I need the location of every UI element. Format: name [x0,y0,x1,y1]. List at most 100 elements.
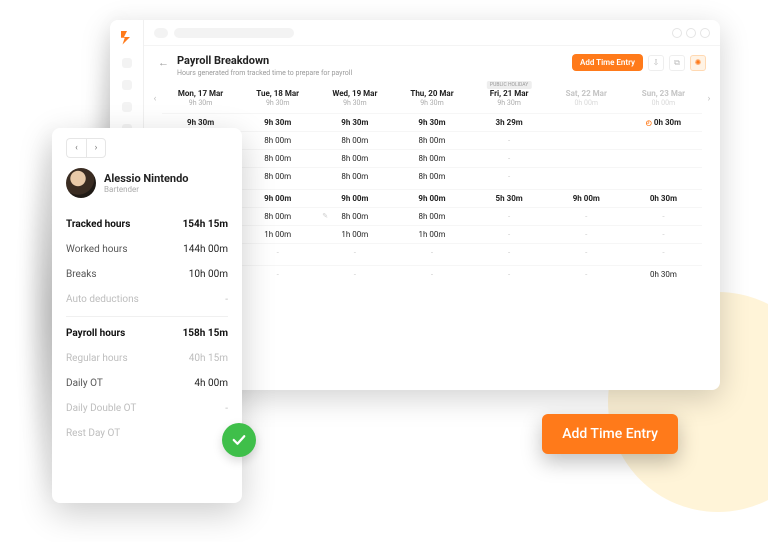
grid-cell[interactable]: 9h 00m [393,190,470,207]
day-subtotal: 0h 00m [625,99,702,107]
grid-row: ------0h 30m [162,265,702,283]
avatar [66,168,96,198]
grid-cell[interactable]: 8h 00m [239,132,316,149]
grid-cell[interactable]: 8h 00m [316,168,393,185]
add-time-entry-button[interactable]: Add Time Entry [572,54,643,71]
nav-placeholder-icon[interactable] [122,58,132,68]
stat-value: 154h 15m [183,219,228,230]
day-column[interactable]: Mon, 17 Mar9h 30m [162,85,239,113]
window-control-icon[interactable] [686,28,696,38]
grid-cell[interactable] [625,150,702,167]
stat-key: Worked hours [66,244,127,255]
topbar-placeholder [174,28,294,38]
stat-key: Rest Day OT [66,428,120,439]
grid-cell[interactable]: 9h 00m [316,190,393,207]
approved-check-icon [222,423,256,457]
grid-cell[interactable]: - [471,150,548,167]
grid-cell[interactable]: - [393,244,470,261]
grid-cell[interactable]: 8h 00m [393,208,470,225]
prev-employee-icon[interactable]: ‹ [66,138,86,158]
stat-row: Breaks10h 00m [66,262,228,287]
grid-cell[interactable]: 8h 00m [316,150,393,167]
grid-cell[interactable]: - [393,266,470,283]
grid-cell[interactable]: 8h 00m [393,132,470,149]
stat-value: 40h 15m [189,353,228,364]
grid-cell[interactable]: 0h 30m [625,190,702,207]
grid-cell[interactable]: - [471,168,548,185]
grid-cell[interactable]: 1h 00m [239,226,316,243]
grid-cell[interactable]: 5h 30m [471,190,548,207]
next-employee-icon[interactable]: › [86,138,106,158]
grid-cell[interactable]: - [316,266,393,283]
grid-cell[interactable]: - [625,244,702,261]
grid-cell[interactable] [625,168,702,185]
grid-cell[interactable]: - [548,244,625,261]
day-column[interactable]: Thu, 20 Mar9h 30m [393,85,470,113]
grid-cell[interactable] [548,150,625,167]
grid-row: 8h 00m8h 00m8h 00m8h 00m- [162,167,702,185]
stat-row: Daily OT4h 00m [66,371,228,396]
grid-cell[interactable]: - [548,208,625,225]
day-subtotal: 9h 30m [471,99,548,107]
nav-placeholder-icon[interactable] [122,80,132,90]
day-label: Thu, 20 Mar [393,89,470,98]
stat-row: Daily Double OT- [66,396,228,421]
day-column[interactable]: Tue, 18 Mar9h 30m [239,85,316,113]
day-column[interactable]: Sun, 23 Mar0h 00m [625,85,702,113]
grid-cell[interactable]: 1h 00m [393,226,470,243]
grid-cell[interactable]: - [548,266,625,283]
grid-cell[interactable]: - [471,244,548,261]
warning-icon: ◴ [646,119,652,127]
grid-cell[interactable]: - [548,226,625,243]
grid-cell[interactable]: - [625,208,702,225]
day-label: Sat, 22 Mar [548,89,625,98]
grid-cell[interactable] [548,114,625,131]
grid-cell[interactable]: 9h 00m [239,190,316,207]
days-header-row: ‹ Mon, 17 Mar9h 30mTue, 18 Mar9h 30mWed,… [144,81,720,113]
grid-cell[interactable] [625,132,702,149]
grid-cell[interactable]: 8h 00m [393,168,470,185]
grid-cell[interactable]: ✎8h 00m [316,208,393,225]
grid-cell[interactable]: - [239,244,316,261]
add-time-entry-floating-button[interactable]: Add Time Entry [542,414,678,454]
grid-cell[interactable] [548,168,625,185]
day-subtotal: 9h 30m [393,99,470,107]
stat-key: Breaks [66,269,97,280]
grid-cell[interactable]: - [471,226,548,243]
grid-cell[interactable]: - [471,266,548,283]
grid-cell[interactable]: 0h 30m [625,266,702,283]
grid-cell[interactable]: 1h 00m [316,226,393,243]
day-subtotal: 9h 30m [162,99,239,107]
grid-cell[interactable]: 8h 00m [239,150,316,167]
grid-cell[interactable]: 8h 00m [316,132,393,149]
window-control-icon[interactable] [700,28,710,38]
day-column[interactable]: Wed, 19 Mar9h 30m [316,85,393,113]
grid-cell[interactable]: - [471,208,548,225]
prev-week-icon[interactable]: ‹ [148,85,162,113]
grid-cell[interactable]: 9h 30m [239,114,316,131]
grid-cell[interactable]: - [316,244,393,261]
filter-icon[interactable]: ⧉ [669,55,685,71]
grid-cell[interactable]: ◴0h 30m [625,114,702,131]
grid-cell[interactable]: 8h 00m [239,208,316,225]
export-icon[interactable]: ⇩ [648,55,664,71]
nav-placeholder-icon[interactable] [122,102,132,112]
day-column[interactable]: PUBLIC HOLIDAYFri, 21 Mar9h 30m [471,85,548,113]
stat-row: Tracked hours154h 15m [66,212,228,237]
grid-cell[interactable]: 3h 29m [471,114,548,131]
grid-cell[interactable]: - [471,132,548,149]
window-control-icon[interactable] [672,28,682,38]
grid-cell[interactable]: 8h 00m [239,168,316,185]
grid-cell[interactable]: 9h 30m [393,114,470,131]
back-arrow-icon[interactable]: ← [158,56,169,69]
day-column[interactable]: Sat, 22 Mar0h 00m [548,85,625,113]
grid-cell[interactable]: - [239,266,316,283]
settings-icon[interactable]: ✺ [690,55,706,71]
grid-cell[interactable]: 9h 00m [548,190,625,207]
grid-cell[interactable]: 9h 30m [316,114,393,131]
next-week-icon[interactable]: › [702,85,716,113]
edit-icon[interactable]: ✎ [322,212,328,220]
grid-cell[interactable] [548,132,625,149]
grid-cell[interactable]: 8h 00m [393,150,470,167]
grid-cell[interactable]: - [625,226,702,243]
